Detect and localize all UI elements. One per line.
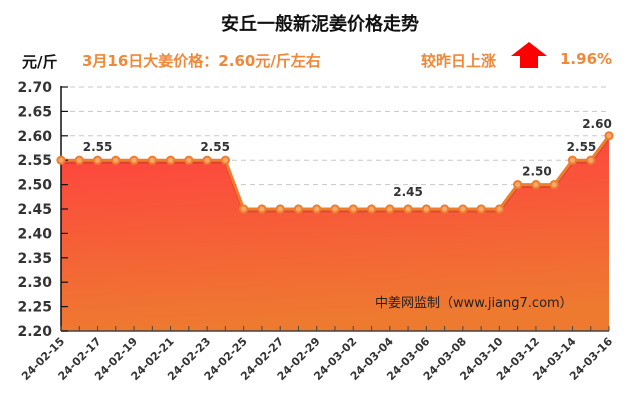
data-point[interactable] — [166, 155, 176, 165]
watermark: 中姜网监制（www.jiang7.com） — [375, 296, 573, 311]
data-label: 2.55 — [200, 140, 230, 154]
y-tick-label: 2.55 — [17, 153, 52, 169]
data-point[interactable] — [604, 131, 614, 141]
data-point[interactable] — [220, 155, 230, 165]
data-point[interactable] — [458, 204, 468, 214]
data-point[interactable] — [56, 155, 66, 165]
y-tick-label: 2.65 — [17, 104, 52, 120]
y-tick-label: 2.50 — [17, 178, 52, 194]
data-point[interactable] — [312, 204, 322, 214]
data-point[interactable] — [202, 155, 212, 165]
data-point[interactable] — [385, 204, 395, 214]
x-axis-ticks: 24-02-1524-02-1724-02-1924-02-2124-02-23… — [19, 326, 615, 383]
y-tick-label: 2.40 — [17, 226, 52, 242]
y-tick-label: 2.45 — [17, 202, 52, 218]
data-labels: 2.55 2.55 2.45 2.50 2.55 2.60 — [83, 117, 612, 199]
data-point[interactable] — [549, 180, 559, 190]
data-point[interactable] — [513, 180, 523, 190]
data-point[interactable] — [257, 204, 267, 214]
y-tick-label: 2.35 — [17, 251, 52, 267]
up-arrow-icon — [511, 42, 547, 68]
chart-title: 安丘一般新泥姜价格走势 — [221, 14, 419, 35]
data-point[interactable] — [421, 204, 431, 214]
data-point[interactable] — [92, 155, 103, 165]
data-point[interactable] — [293, 204, 304, 214]
data-label: 2.60 — [582, 117, 612, 131]
data-point[interactable] — [494, 204, 504, 214]
current-price-text: 3月16日大姜价格：2.60元/斤左右 — [82, 52, 321, 70]
data-point[interactable] — [366, 204, 377, 214]
data-point[interactable] — [147, 155, 157, 165]
y-tick-label: 2.30 — [17, 275, 52, 291]
data-point[interactable] — [348, 204, 358, 214]
data-label: 2.55 — [567, 140, 597, 154]
y-axis-ticks: 2.70 2.65 2.60 2.55 2.50 2.45 2.40 2.35 2.30 2.25… — [17, 80, 68, 340]
data-point[interactable] — [586, 155, 596, 165]
data-point[interactable] — [275, 204, 285, 214]
change-percent: 1.96% — [560, 50, 613, 68]
y-tick-label: 2.60 — [17, 129, 52, 145]
y-axis-unit: 元/斤 — [22, 53, 58, 71]
data-point[interactable] — [476, 204, 486, 214]
data-point[interactable] — [403, 204, 413, 214]
data-point[interactable] — [111, 155, 121, 165]
data-label: 2.45 — [393, 185, 423, 199]
data-points — [56, 131, 614, 214]
data-label: 2.50 — [522, 165, 552, 179]
data-point[interactable] — [440, 204, 450, 214]
data-point[interactable] — [567, 155, 578, 165]
data-point[interactable] — [531, 180, 541, 190]
data-point[interactable] — [129, 155, 139, 165]
y-tick-label: 2.70 — [17, 80, 52, 96]
change-label: 较昨日上涨 — [421, 52, 497, 70]
data-point[interactable] — [74, 155, 84, 165]
data-point[interactable] — [330, 204, 340, 214]
y-tick-label: 2.20 — [17, 324, 52, 340]
y-tick-label: 2.25 — [17, 300, 52, 316]
data-point[interactable] — [239, 204, 249, 214]
data-label: 2.55 — [83, 140, 113, 154]
data-point[interactable] — [184, 155, 194, 165]
